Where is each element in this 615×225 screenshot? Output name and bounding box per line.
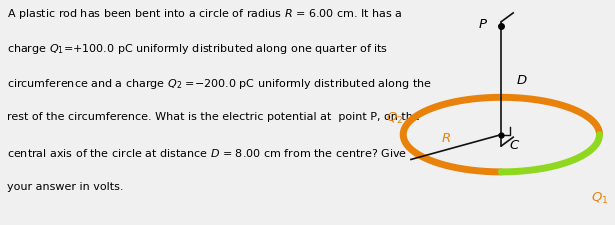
Text: circumference and a charge $Q_2$ =−200.0 pC uniformly distributed along the: circumference and a charge $Q_2$ =−200.0… <box>7 76 432 90</box>
Text: central axis of the circle at distance $D$ = 8.00 cm from the centre? Give: central axis of the circle at distance $… <box>7 146 408 158</box>
Text: charge $Q_1$=+100.0 pC uniformly distributed along one quarter of its: charge $Q_1$=+100.0 pC uniformly distrib… <box>7 42 389 56</box>
Text: your answer in volts.: your answer in volts. <box>7 181 124 191</box>
Text: $D$: $D$ <box>515 73 527 86</box>
Text: rest of the circumference. What is the electric potential at  point P, on the: rest of the circumference. What is the e… <box>7 111 420 121</box>
Text: $C$: $C$ <box>509 138 520 151</box>
Text: $Q_2$: $Q_2$ <box>386 111 403 126</box>
Text: $P$: $P$ <box>478 18 488 31</box>
Text: $R$: $R$ <box>441 132 451 145</box>
Text: $Q_1$: $Q_1$ <box>591 191 609 205</box>
Text: A plastic rod has been bent into a circle of radius $R$ = 6.00 cm. It has a: A plastic rod has been bent into a circl… <box>7 7 403 21</box>
